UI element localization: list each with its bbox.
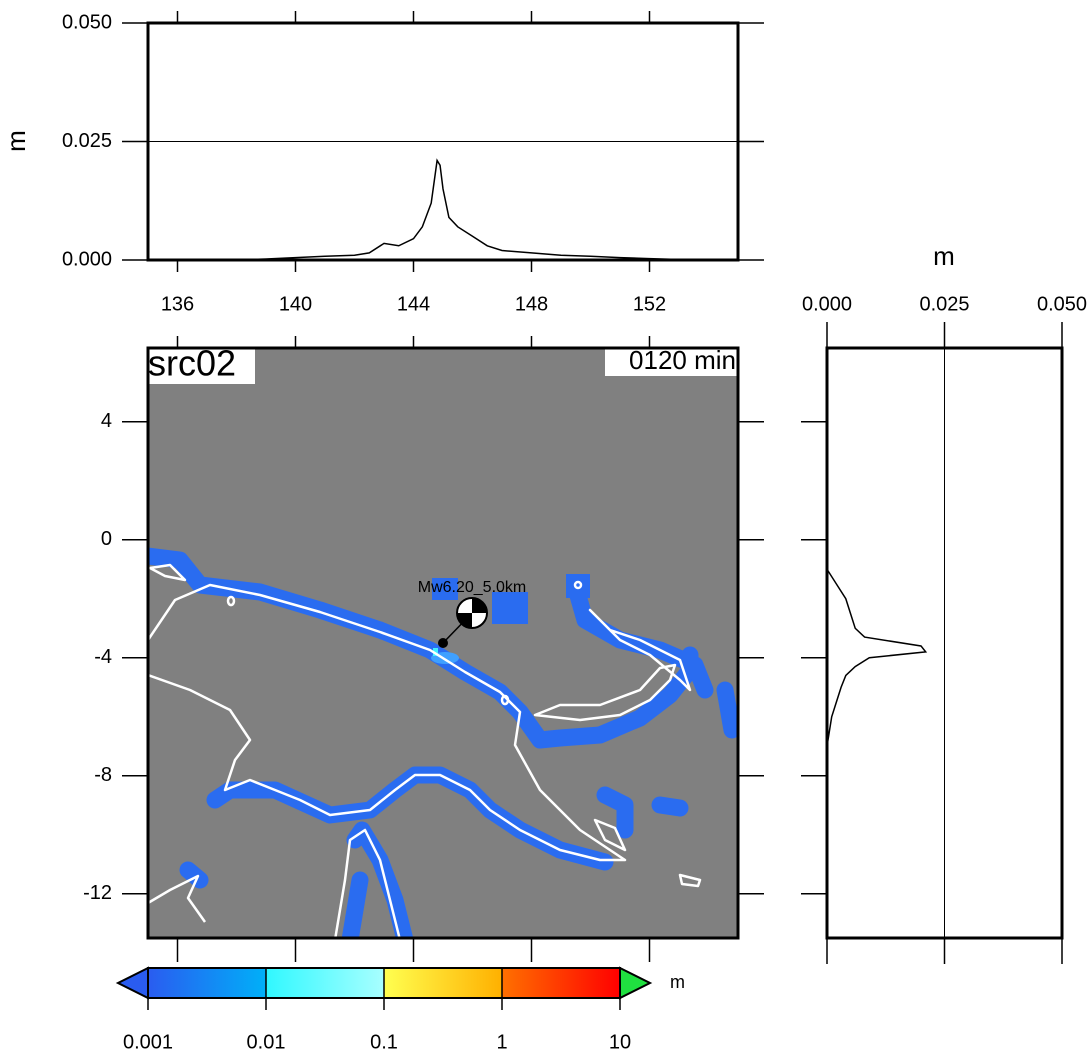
tsunami-bands xyxy=(148,547,738,938)
y-tick-label: 4 xyxy=(101,410,112,432)
island-patch xyxy=(432,578,458,600)
coastline xyxy=(226,595,236,607)
colorbar-tick-label: 1 xyxy=(496,1031,507,1053)
colorbar-tick-label: 10 xyxy=(609,1031,631,1053)
coastline xyxy=(678,873,702,888)
time-label: 0120 min xyxy=(629,345,736,375)
coast-band xyxy=(651,796,689,817)
x-tick-label: 152 xyxy=(633,293,666,315)
y-tick-label: -8 xyxy=(94,764,112,786)
map: Mw6.20_5.0km src02 0120 min xyxy=(143,343,740,940)
colorbar-segment xyxy=(266,968,384,998)
x-tick-label: 0.000 xyxy=(802,293,852,315)
y-tick-label: 0.000 xyxy=(62,248,112,270)
x-axis-label: m xyxy=(933,241,955,271)
coastline xyxy=(500,694,510,706)
coastline xyxy=(148,874,207,923)
colorbar-tick-label: 0.001 xyxy=(123,1031,173,1053)
coastline xyxy=(573,580,583,590)
y-tick-label: 0 xyxy=(101,528,112,550)
colorbar-segment xyxy=(384,968,502,998)
coastline xyxy=(148,563,187,582)
y-tick-label: -4 xyxy=(94,646,112,668)
map-frame xyxy=(146,346,740,940)
x-tick-label: 136 xyxy=(161,293,194,315)
time-box xyxy=(605,348,738,376)
y-tick-label: 0.050 xyxy=(62,11,112,33)
profile-line xyxy=(826,568,928,747)
coast-band xyxy=(566,576,714,699)
colorbar-below xyxy=(115,966,149,1000)
island-patch xyxy=(492,592,528,624)
coastline xyxy=(148,583,627,862)
coastline xyxy=(334,828,401,938)
coastline xyxy=(533,663,677,722)
y-axis-label: m xyxy=(1,130,31,152)
coast-band xyxy=(596,786,634,839)
coast-band xyxy=(341,871,369,938)
colorbar-tick-label: 0.1 xyxy=(370,1031,398,1053)
x-tick-label: 140 xyxy=(279,293,312,315)
y-tick-label: -12 xyxy=(83,882,112,904)
epicenter xyxy=(438,638,448,648)
coastline xyxy=(593,818,627,852)
x-tick-label: 148 xyxy=(515,293,548,315)
colorbar-above xyxy=(619,966,653,1000)
x-tick-label: 144 xyxy=(397,293,430,315)
y-tick-label: 0.025 xyxy=(62,130,112,152)
x-tick-label: 0.050 xyxy=(1037,293,1087,315)
x-tick-label: 0.025 xyxy=(919,293,969,315)
colorbar-segment xyxy=(502,968,620,998)
label-box xyxy=(143,344,255,384)
island-patch xyxy=(566,574,590,598)
profile-line xyxy=(148,158,738,261)
colorbar-unit: m xyxy=(670,972,685,992)
event-label: Mw6.20_5.0km xyxy=(418,579,527,596)
coastline xyxy=(588,608,692,692)
colorbar-segment xyxy=(148,968,266,998)
coast-band xyxy=(716,681,738,739)
colorbar-tick-label: 0.01 xyxy=(247,1031,286,1053)
beachball-quadrant xyxy=(457,598,487,628)
